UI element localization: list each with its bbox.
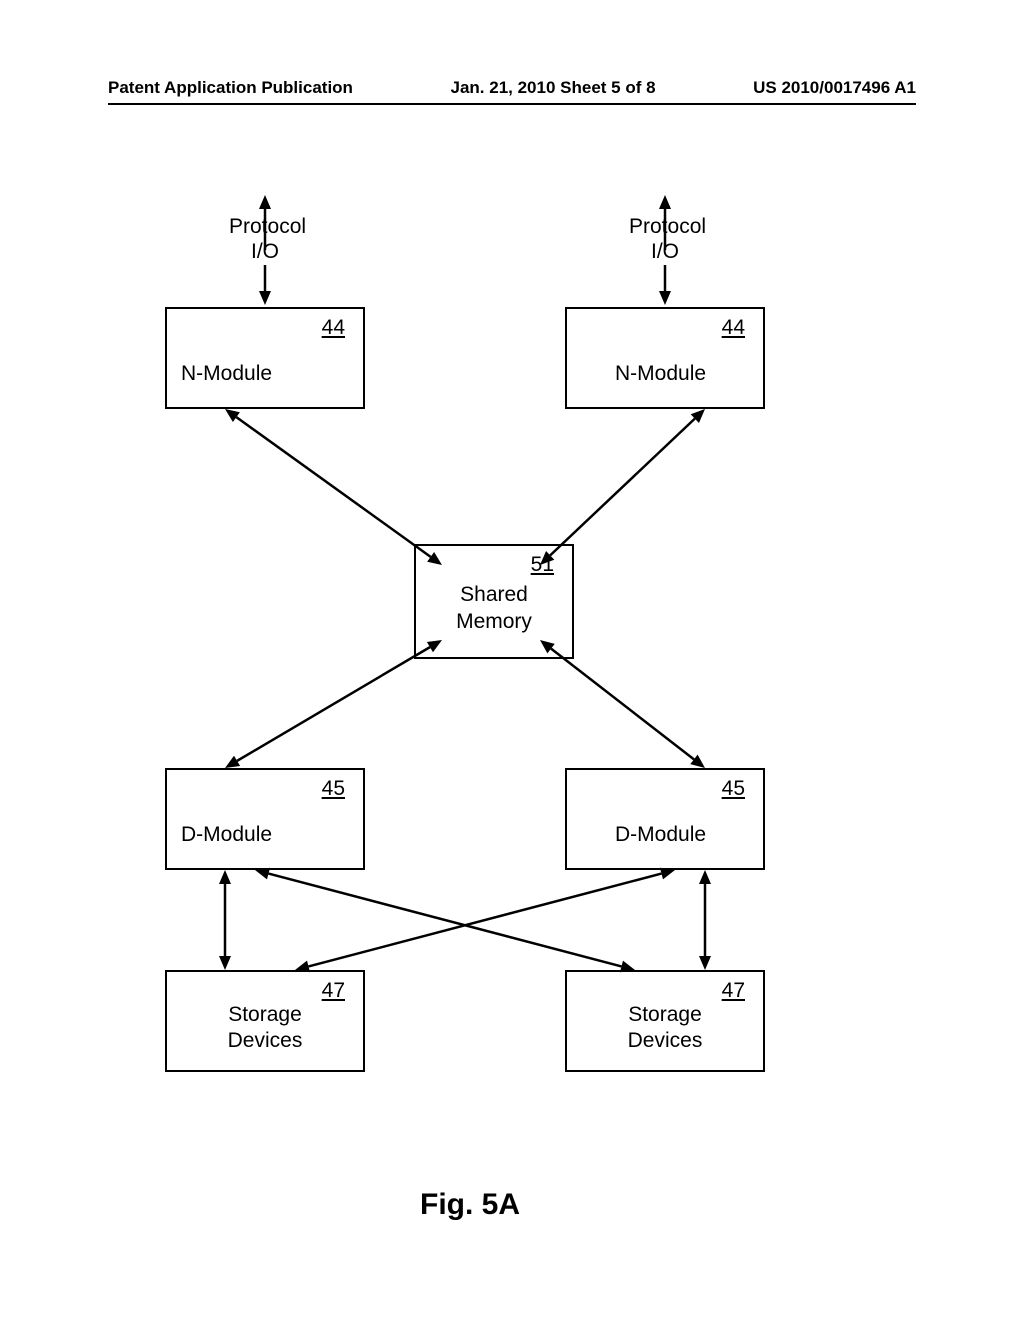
nR-shared bbox=[550, 419, 695, 556]
figure-caption: Fig. 5A bbox=[420, 1188, 520, 1222]
nL-shared bbox=[236, 417, 430, 557]
arrows-layer bbox=[0, 0, 1024, 1320]
dR-shared bbox=[551, 649, 694, 760]
dL-sR bbox=[269, 874, 622, 967]
dR-sL bbox=[309, 874, 662, 967]
dL-shared bbox=[237, 647, 430, 761]
